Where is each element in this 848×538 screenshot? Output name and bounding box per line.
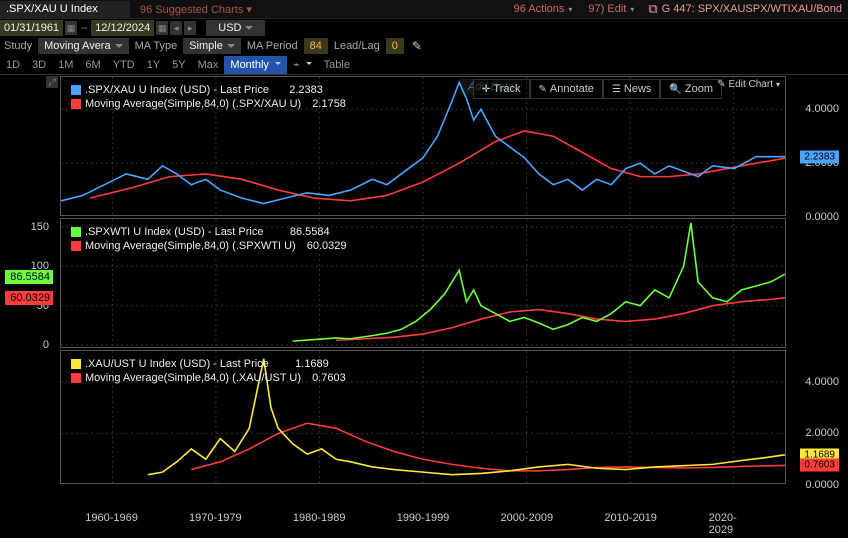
legend-p1-l1-val: 2.2383 [289, 83, 323, 97]
tf-1d[interactable]: 1D [0, 56, 26, 74]
legend-swatch-icon [71, 373, 81, 383]
legend-p1: .SPX/XAU U Index (USD) - Last Price 2.23… [71, 83, 346, 111]
xlabel: 1980-1989 [293, 512, 346, 524]
date-next-icon[interactable]: ▸ [184, 21, 196, 35]
legend-p1-l1-name: .SPX/XAU U Index (USD) - Last Price [85, 83, 269, 97]
price-tag: 0.7603 [800, 459, 839, 472]
xlabel: 2010-2019 [604, 512, 657, 524]
leadlag-input[interactable]: 0 [386, 38, 404, 54]
legend-p2-l2-val: 60.0329 [307, 239, 347, 253]
price-tag: 2.2383 [800, 150, 839, 163]
tf-monthly[interactable]: Monthly [224, 56, 287, 74]
study-label: Study [0, 38, 36, 54]
edit-menu[interactable]: 97) Edit▾ [580, 1, 642, 18]
legend-swatch-icon [71, 241, 81, 251]
maperiod-label: MA Period [243, 38, 302, 54]
legend-p2-l2-name: Moving Average(Simple,84,0) (.SPXWTI U) [85, 239, 296, 253]
legend-p2: .SPXWTI U Index (USD) - Last Price 86.55… [71, 225, 347, 253]
currency-label: USD [218, 22, 241, 34]
date-prev-icon[interactable]: ◂ [170, 21, 182, 35]
ytick: 150 [5, 221, 53, 233]
tf-5y[interactable]: 5Y [166, 56, 191, 74]
xlabel: 1990-1999 [397, 512, 450, 524]
price-tag: 60.0329 [5, 291, 53, 305]
suggested-charts-link[interactable]: 96 Suggested Charts ▾ [132, 1, 260, 18]
ytick: 4.0000 [801, 376, 839, 388]
matype-value: Simple [189, 40, 223, 52]
panel-xau-ust: .XAU/UST U Index (USD) - Last Price 1.16… [60, 350, 786, 484]
actions-menu[interactable]: 96 Actions▾ [506, 1, 581, 18]
legend-swatch-icon [71, 85, 81, 95]
legend-p3-l1-name: .XAU/UST U Index (USD) - Last Price [85, 357, 269, 371]
legend-swatch-icon [71, 359, 81, 369]
panel-expand-icon[interactable]: ⤢ [46, 76, 58, 88]
legend-p3-l1-val: 1.1689 [295, 357, 329, 371]
legend-swatch-icon [71, 99, 81, 109]
chart-title: G 447: SPX/XAUSPX/WTIXAU/Bond [662, 3, 842, 15]
study-select[interactable]: Moving Avera [38, 38, 128, 54]
date-from-picker-icon[interactable]: ▦ [65, 21, 77, 35]
yaxis-right-p1: 0.00002.00004.00002.2383 [787, 77, 839, 215]
study-row: Study Moving Avera MA Type Simple MA Per… [0, 37, 848, 55]
popout-icon: ⧉ [648, 1, 657, 17]
dash: – [79, 22, 89, 34]
matype-select[interactable]: Simple [183, 38, 241, 54]
legend-p3-l2-name: Moving Average(Simple,84,0) (.XAU/UST U) [85, 371, 301, 385]
date-row: 01/31/1961 ▦ – 12/12/2024 ▦ ◂ ▸ USD [0, 19, 848, 37]
ytick: 0 [5, 339, 53, 351]
xlabel: 1970-1979 [189, 512, 242, 524]
xlabel: 2000-2009 [501, 512, 554, 524]
top-header: .SPX/XAU U Index 96 Suggested Charts ▾ 9… [0, 0, 848, 19]
actions-label: 96 Actions [514, 3, 565, 15]
table-button[interactable]: Table [318, 56, 356, 74]
panel-spx-xau: .SPX/XAU U Index (USD) - Last Price 2.23… [60, 76, 786, 216]
chart-type-button[interactable]: ⌁ [287, 55, 318, 74]
legend-p2-l1-val: 86.5584 [290, 225, 330, 239]
chart-title-link[interactable]: ⧉ G 447: SPX/XAUSPX/WTIXAU/Bond [642, 0, 848, 19]
ytick: 0.0000 [801, 211, 839, 223]
ytick: 4.0000 [801, 103, 839, 115]
xlabel: 2020-2029 [709, 512, 761, 536]
date-to-picker-icon[interactable]: ▦ [156, 21, 168, 35]
panel-spxwti: .SPXWTI U Index (USD) - Last Price 86.55… [60, 218, 786, 348]
xaxis: 1960-1969 1970-1979 1980-1989 1990-1999 2000… [60, 512, 786, 532]
suggested-charts-label: 96 Suggested Charts [140, 4, 243, 16]
ytick: 2.0000 [801, 427, 839, 439]
legend-p3-l2-val: 0.7603 [312, 371, 346, 385]
ytick: 0.0000 [801, 479, 839, 491]
tf-ytd[interactable]: YTD [107, 56, 141, 74]
date-from-input[interactable]: 01/31/1961 [0, 20, 63, 36]
matype-label: MA Type [131, 38, 182, 54]
legend-p3: .XAU/UST U Index (USD) - Last Price 1.16… [71, 357, 346, 385]
ticker-input[interactable]: .SPX/XAU U Index [0, 1, 130, 18]
tf-1y[interactable]: 1Y [141, 56, 166, 74]
price-tag: 86.5584 [5, 270, 53, 284]
date-to-input[interactable]: 12/12/2024 [91, 20, 154, 36]
legend-p1-l2-name: Moving Average(Simple,84,0) (.SPX/XAU U) [85, 97, 301, 111]
tf-6m[interactable]: 6M [79, 56, 106, 74]
legend-p1-l2-val: 2.1758 [312, 97, 346, 111]
edit-study-icon[interactable]: ✎ [406, 39, 428, 53]
yaxis-right-p3: 0.00002.00004.00001.16890.7603 [787, 351, 839, 483]
yaxis-left-p2: 05010015086.558460.0329 [5, 219, 59, 347]
edit-label: 97) Edit [588, 3, 626, 15]
tf-1m[interactable]: 1M [52, 56, 79, 74]
leadlag-label: Lead/Lag [330, 38, 384, 54]
charts-area: ⤢ Add Data ✛Track ✎Annotate ☰News 🔍Zoom … [60, 76, 786, 510]
legend-swatch-icon [71, 227, 81, 237]
xlabel: 1960-1969 [85, 512, 138, 524]
tf-3d[interactable]: 3D [26, 56, 52, 74]
legend-p2-l1-name: .SPXWTI U Index (USD) - Last Price [85, 225, 263, 239]
currency-select[interactable]: USD [206, 20, 265, 36]
tf-max[interactable]: Max [192, 56, 225, 74]
maperiod-input[interactable]: 84 [304, 38, 328, 54]
study-value: Moving Avera [44, 40, 110, 52]
timeframe-row: 1D3D1M6MYTD1Y5YMaxMonthly ⌁ Table [0, 55, 848, 75]
